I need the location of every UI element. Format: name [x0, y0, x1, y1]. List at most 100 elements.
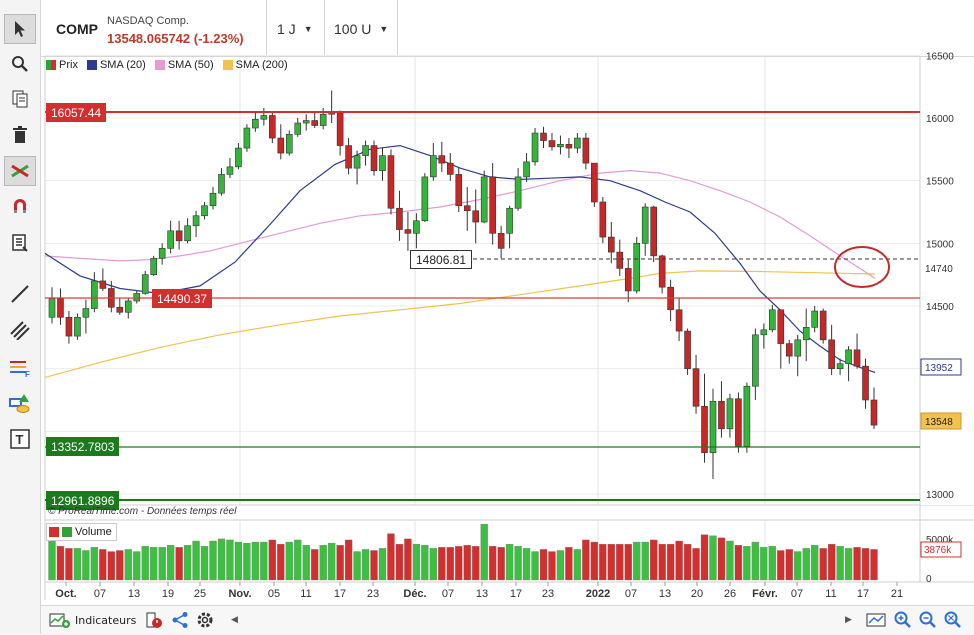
- time-tick-label: Nov.: [228, 588, 251, 600]
- zoom-out-icon[interactable]: [919, 610, 937, 630]
- trash-icon[interactable]: [4, 120, 36, 150]
- volume-bar: [421, 545, 429, 581]
- candle-body: [387, 155, 395, 209]
- legend-item[interactable]: SMA (50): [154, 59, 214, 71]
- candle-body: [599, 201, 607, 238]
- candle-body: [455, 174, 463, 207]
- time-tick-label: 13: [476, 588, 488, 600]
- scroll-left-icon[interactable]: ◀: [231, 615, 238, 625]
- volume-legend: Volume: [46, 523, 117, 541]
- text-tool-icon[interactable]: T: [4, 424, 36, 454]
- candle-body: [99, 280, 107, 289]
- volume-bar: [141, 546, 149, 581]
- legend-label: Prix: [59, 59, 78, 71]
- candle-body: [209, 192, 217, 207]
- legend-item[interactable]: SMA (200): [222, 59, 288, 71]
- pointer-tool-icon[interactable]: [4, 14, 36, 44]
- volume-bar: [73, 548, 82, 581]
- candle-body: [743, 385, 751, 447]
- time-tick-label: 2022: [586, 588, 610, 600]
- legend-item[interactable]: SMA (20): [86, 59, 146, 71]
- candle-body: [684, 330, 691, 369]
- volume-bar: [251, 541, 260, 581]
- chevron-down-icon: ▼: [379, 24, 389, 34]
- time-tick-label: 17: [334, 588, 346, 600]
- legend-item[interactable]: Prix: [46, 59, 78, 71]
- volume-bar: [327, 542, 336, 581]
- price-tick-label: 13000: [926, 490, 954, 501]
- candle-body: [362, 145, 369, 156]
- reset-zoom-icon[interactable]: [944, 610, 962, 630]
- magnet-icon[interactable]: [4, 191, 36, 221]
- candle-body: [328, 112, 335, 115]
- volume-bar: [777, 550, 785, 581]
- volume-bar: [743, 546, 751, 581]
- volume-bar: [675, 540, 683, 581]
- draw-trend-icon[interactable]: [4, 156, 36, 186]
- zoom-tool-icon[interactable]: [4, 49, 36, 79]
- candle-body: [557, 144, 564, 148]
- resistance-label-2[interactable]: 14490.37: [152, 289, 213, 308]
- candle-body: [616, 251, 624, 269]
- volume-bar: [387, 533, 395, 581]
- fibonacci-tool-icon[interactable]: F: [4, 353, 36, 383]
- volume-bar: [395, 543, 404, 581]
- time-tick-label: 19: [162, 588, 174, 600]
- volume-bar: [150, 547, 158, 581]
- time-tick-label: 05: [268, 588, 280, 600]
- channel-tool-icon[interactable]: [4, 315, 36, 345]
- report-icon[interactable]: [4, 228, 36, 258]
- candle-body: [836, 363, 844, 369]
- fit-view-icon[interactable]: [866, 610, 886, 630]
- timeframe-dropdown[interactable]: 1 J ▼: [277, 21, 313, 37]
- candle-body: [404, 229, 412, 234]
- shapes-tool-icon[interactable]: [4, 388, 36, 418]
- sma-cross-label[interactable]: 14806.81: [410, 250, 473, 269]
- copy-document-icon[interactable]: [4, 84, 36, 114]
- symbol-code[interactable]: COMP: [56, 21, 98, 37]
- units-dropdown[interactable]: 100 U ▼: [334, 21, 388, 37]
- candle-body: [91, 280, 98, 309]
- sma20-axis-label-bg: [920, 358, 962, 376]
- volume-bar: [166, 545, 175, 581]
- volume-bar: [658, 543, 666, 581]
- candle-body: [175, 230, 183, 242]
- zoom-in-icon[interactable]: [894, 610, 912, 630]
- candle-body: [675, 309, 683, 332]
- candle-body: [353, 155, 361, 169]
- scroll-right-icon[interactable]: ▶: [845, 615, 852, 625]
- header-separator: [266, 0, 267, 56]
- resistance-label-1[interactable]: 16057.44: [46, 103, 107, 122]
- candle-body: [463, 205, 471, 212]
- legend-swatch: [46, 60, 56, 70]
- volume-bar: [200, 546, 209, 581]
- volume-bar: [827, 543, 836, 581]
- price-axis-bg: [921, 57, 974, 505]
- legend-swatch: [154, 60, 165, 70]
- indicators-label: Indicateurs: [75, 613, 137, 627]
- candle-body: [514, 176, 522, 209]
- support-label-1[interactable]: 13352.7803: [46, 437, 120, 456]
- legend-label: SMA (50): [167, 59, 214, 71]
- volume-bar: [760, 547, 768, 581]
- settings-icon[interactable]: [196, 610, 214, 630]
- time-tick-label: 26: [724, 588, 736, 600]
- share-icon[interactable]: [171, 610, 189, 630]
- candle-body: [811, 310, 818, 328]
- volume-bar: [243, 542, 251, 581]
- volume-label: Volume: [75, 526, 112, 538]
- volume-bar: [268, 539, 276, 581]
- candle-body: [260, 115, 268, 120]
- line-tool-icon[interactable]: [4, 279, 36, 309]
- candle-body: [709, 400, 717, 453]
- support-label-2[interactable]: 12961.8896: [46, 491, 120, 510]
- volume-bar: [666, 543, 675, 581]
- volume-bar: [175, 547, 183, 581]
- indicators-button[interactable]: Indicateurs: [49, 610, 136, 630]
- candle-body: [523, 161, 530, 178]
- volume-tick-label: 5000k: [926, 535, 954, 546]
- timer-icon[interactable]: [145, 610, 163, 630]
- plot-background: [45, 57, 920, 505]
- candle-body: [192, 215, 200, 227]
